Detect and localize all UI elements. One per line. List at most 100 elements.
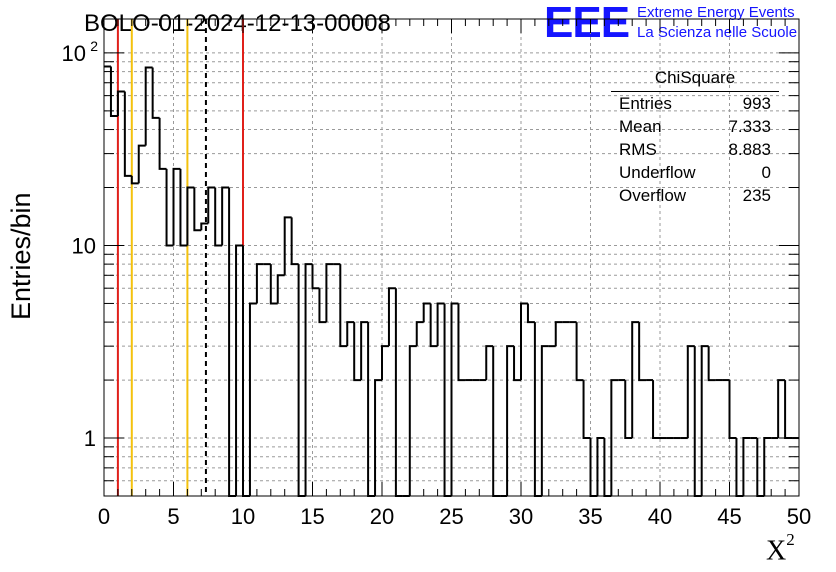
histogram-bin (186, 186, 195, 246)
histogram-bin (318, 288, 327, 324)
histogram-bin (492, 346, 501, 497)
histogram-bin (325, 263, 334, 323)
histogram-bin (540, 345, 549, 496)
histogram-bin (485, 345, 494, 381)
histogram-bin (415, 321, 424, 347)
stat-value: 235 (742, 186, 771, 205)
logo-line-1: Extreme Energy Events (637, 4, 795, 21)
x-tick-label: 0 (98, 504, 110, 529)
histogram-bin (235, 244, 243, 496)
histogram-bin (346, 321, 355, 347)
y-tick-label: 1 (84, 426, 96, 451)
histogram-bin (394, 288, 403, 497)
histogram-bin (596, 437, 605, 496)
histogram-bin (123, 91, 132, 177)
x-tick-label: 5 (167, 504, 179, 529)
stat-row-underflow: Underflow 0 (611, 161, 779, 184)
histogram-bin (130, 175, 139, 185)
histogram-bin (353, 322, 362, 382)
stat-label: Overflow (619, 186, 687, 205)
x-tick-label: 45 (717, 504, 741, 529)
histogram-bin (582, 380, 591, 440)
stat-row-rms: RMS 8.883 (611, 138, 779, 161)
stat-label: RMS (619, 140, 657, 159)
x-axis-label-base: X (766, 535, 787, 567)
histogram-bin (742, 437, 751, 496)
stat-value: 0 (761, 163, 771, 182)
stat-label: Underflow (619, 163, 696, 182)
stats-box: ChiSquare Entries 993 Mean 7.333 RMS 8.883 … (611, 66, 779, 207)
histogram-bin (144, 66, 153, 146)
histogram-bin (443, 303, 452, 497)
histogram-bin (652, 380, 660, 440)
histogram-bin (179, 168, 188, 247)
histogram-bin (707, 346, 716, 382)
x-tick-label: 50 (787, 504, 811, 529)
histogram-bin (686, 345, 695, 439)
histogram-bin (283, 216, 292, 276)
histogram-bin (700, 345, 709, 496)
histogram-bin (360, 321, 369, 381)
histogram-bin (777, 379, 786, 439)
histogram-bin (526, 303, 535, 324)
histogram-bin (457, 303, 466, 382)
y-tick-label-exponent: 2 (90, 38, 98, 54)
x-tick-label: 25 (439, 504, 463, 529)
histogram-bin (193, 187, 202, 232)
histogram-bin (228, 187, 237, 497)
histogram-bin (387, 287, 396, 347)
histogram-bin (255, 263, 264, 304)
stat-value: 7.333 (728, 117, 771, 136)
stats-title: ChiSquare (611, 66, 779, 92)
x-tick-label: 30 (509, 504, 533, 529)
eee-logo: EEE (544, 0, 630, 47)
stat-label: Mean (619, 117, 662, 136)
y-tick-label: 10 (62, 41, 86, 66)
x-axis-label: X2 (766, 530, 795, 567)
histogram-bin (728, 380, 737, 440)
histogram-bin (554, 321, 563, 347)
histogram-bin (172, 167, 181, 246)
histogram-bin (450, 302, 459, 496)
histogram-bin (151, 67, 160, 119)
histogram-bin (311, 264, 320, 290)
histogram-bin (339, 264, 348, 348)
chart-title: BOLO-01-2024-12-13-00008 (84, 10, 391, 37)
stat-label: Entries (619, 94, 672, 113)
histogram-bin (248, 302, 257, 496)
histogram-bin (165, 168, 174, 247)
histogram-bin (381, 345, 389, 381)
histogram-bin (520, 302, 528, 381)
x-tick-label: 15 (300, 504, 324, 529)
histogram-bin (533, 322, 542, 497)
histogram-bin (763, 437, 772, 496)
histogram-bin (304, 263, 313, 496)
histogram-bin (137, 144, 146, 184)
stat-value: 993 (742, 94, 771, 113)
histogram-bin (290, 217, 299, 266)
stat-row-overflow: Overflow 235 (611, 184, 779, 207)
histogram-bin (367, 322, 376, 497)
histogram-bin (207, 186, 216, 224)
histogram-bin (513, 346, 521, 382)
stat-row-mean: Mean 7.333 (611, 115, 779, 138)
histogram-bin (429, 303, 438, 348)
histogram-bin (631, 321, 640, 439)
histogram-bin (200, 222, 209, 231)
stat-row-entries: Entries 993 (611, 92, 779, 115)
histogram-bin (610, 379, 619, 496)
histogram-bin (374, 379, 382, 496)
x-tick-label: 10 (231, 504, 255, 529)
x-tick-label: 35 (578, 504, 602, 529)
x-tick-label: 20 (370, 504, 394, 529)
logo-line-2: La Scienza nelle Scuole (637, 24, 798, 41)
histogram-bin (214, 187, 223, 247)
histogram-bin (506, 345, 515, 496)
histogram-bin (269, 264, 278, 305)
histogram-bin (242, 245, 250, 497)
histogram-bin (784, 380, 793, 440)
histogram-bin (638, 322, 647, 382)
histogram-bin (158, 117, 167, 170)
